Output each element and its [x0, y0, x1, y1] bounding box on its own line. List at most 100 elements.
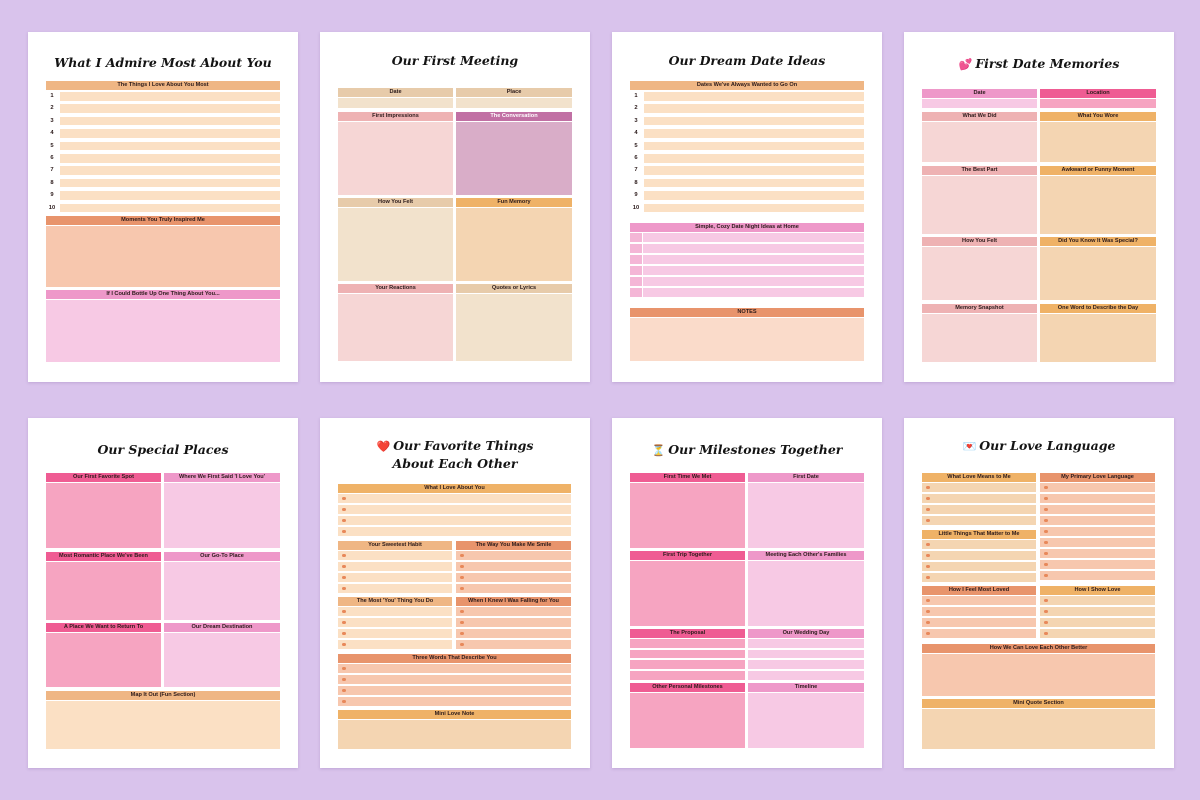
numbered-row[interactable]: 7: [630, 165, 864, 175]
numbered-row[interactable]: 6: [46, 153, 280, 163]
writing-box[interactable]: [630, 483, 745, 548]
writing-line[interactable]: [630, 639, 745, 648]
writing-box[interactable]: [456, 294, 572, 361]
numbered-row[interactable]: 6: [630, 153, 864, 163]
numbered-row[interactable]: 2: [46, 103, 280, 113]
bullet-line[interactable]: [922, 483, 1036, 492]
bullet-line[interactable]: [456, 607, 571, 616]
writing-box[interactable]: [338, 98, 453, 108]
numbered-row[interactable]: 2: [630, 103, 864, 113]
bullet-line[interactable]: [456, 562, 571, 571]
writing-line[interactable]: [60, 141, 280, 151]
writing-line[interactable]: [748, 649, 864, 659]
writing-line[interactable]: [748, 660, 864, 669]
numbered-row[interactable]: 1: [46, 91, 280, 101]
numbered-row[interactable]: 5: [630, 141, 864, 151]
writing-box[interactable]: [922, 99, 1037, 108]
writing-line[interactable]: [60, 104, 280, 113]
bullet-line[interactable]: [922, 618, 1036, 627]
writing-line[interactable]: [644, 178, 864, 188]
bullet-line[interactable]: [338, 640, 452, 649]
bullet-line[interactable]: [922, 494, 1036, 503]
writing-line[interactable]: [60, 166, 280, 175]
bullet-line[interactable]: [922, 540, 1036, 549]
writing-box[interactable]: [338, 122, 453, 195]
bullet-line[interactable]: [338, 697, 571, 706]
numbered-row[interactable]: 10: [46, 203, 280, 213]
writing-box[interactable]: [1040, 314, 1156, 362]
bullet-line[interactable]: [338, 607, 452, 616]
writing-line[interactable]: [644, 203, 864, 213]
idea-line[interactable]: [630, 266, 864, 275]
writing-box[interactable]: [748, 693, 864, 748]
writing-line[interactable]: [630, 649, 745, 659]
writing-box[interactable]: [1040, 122, 1156, 162]
writing-box[interactable]: [922, 247, 1037, 300]
writing-line[interactable]: [748, 670, 864, 680]
writing-box[interactable]: [46, 633, 161, 687]
idea-line[interactable]: [630, 255, 864, 264]
writing-line[interactable]: [644, 154, 864, 163]
numbered-row[interactable]: 9: [630, 190, 864, 200]
idea-line[interactable]: [630, 244, 864, 253]
writing-line[interactable]: [60, 116, 280, 126]
writing-box[interactable]: [922, 122, 1037, 162]
bullet-line[interactable]: [456, 629, 571, 638]
bullet-line[interactable]: [1040, 629, 1155, 638]
checkbox-cell[interactable]: [630, 255, 642, 264]
quote-box[interactable]: [922, 709, 1155, 749]
writing-box[interactable]: [922, 314, 1037, 362]
writing-line[interactable]: [643, 277, 864, 286]
bullet-line[interactable]: [456, 618, 571, 627]
writing-box[interactable]: [164, 483, 280, 548]
writing-box[interactable]: [338, 208, 453, 281]
numbered-row[interactable]: 4: [46, 128, 280, 138]
writing-line[interactable]: [643, 266, 864, 275]
writing-line[interactable]: [60, 154, 280, 163]
bullet-line[interactable]: [922, 516, 1036, 525]
bullet-line[interactable]: [338, 551, 452, 560]
bullet-line[interactable]: [922, 573, 1036, 582]
writing-line[interactable]: [644, 129, 864, 138]
bullet-line[interactable]: [1040, 494, 1155, 503]
bullet-line[interactable]: [1040, 538, 1155, 547]
numbered-row[interactable]: 9: [46, 190, 280, 200]
bullet-line[interactable]: [338, 527, 571, 536]
writing-line[interactable]: [644, 166, 864, 175]
bullet-line[interactable]: [1040, 571, 1155, 580]
idea-line[interactable]: [630, 277, 864, 286]
writing-line[interactable]: [644, 104, 864, 113]
bullet-line[interactable]: [456, 573, 571, 582]
writing-line[interactable]: [60, 178, 280, 188]
bullet-line[interactable]: [1040, 618, 1155, 627]
writing-line[interactable]: [643, 244, 864, 253]
bullet-line[interactable]: [338, 505, 571, 514]
writing-line[interactable]: [644, 92, 864, 101]
numbered-row[interactable]: 8: [630, 178, 864, 188]
writing-box[interactable]: [748, 483, 864, 548]
bullet-line[interactable]: [338, 494, 571, 503]
bullet-line[interactable]: [922, 596, 1036, 605]
bullet-line[interactable]: [338, 562, 452, 571]
writing-line[interactable]: [644, 191, 864, 200]
checkbox-cell[interactable]: [630, 266, 642, 275]
writing-box[interactable]: [46, 483, 161, 548]
bullet-line[interactable]: [1040, 527, 1155, 536]
bullet-line[interactable]: [338, 629, 452, 638]
bullet-line[interactable]: [922, 629, 1036, 638]
bullet-line[interactable]: [1040, 516, 1155, 525]
writing-box[interactable]: [338, 294, 453, 361]
notes-box[interactable]: [630, 318, 864, 361]
writing-line[interactable]: [643, 255, 864, 264]
bullet-line[interactable]: [1040, 607, 1155, 616]
bullet-line[interactable]: [1040, 505, 1155, 514]
bullet-line[interactable]: [338, 675, 571, 684]
bullet-line[interactable]: [338, 686, 571, 695]
idea-line[interactable]: [630, 233, 864, 242]
writing-line[interactable]: [748, 639, 864, 648]
writing-box[interactable]: [456, 98, 572, 108]
bullet-line[interactable]: [1040, 560, 1155, 569]
writing-box[interactable]: [922, 176, 1037, 234]
numbered-row[interactable]: 3: [630, 116, 864, 126]
bullet-line[interactable]: [338, 664, 571, 673]
